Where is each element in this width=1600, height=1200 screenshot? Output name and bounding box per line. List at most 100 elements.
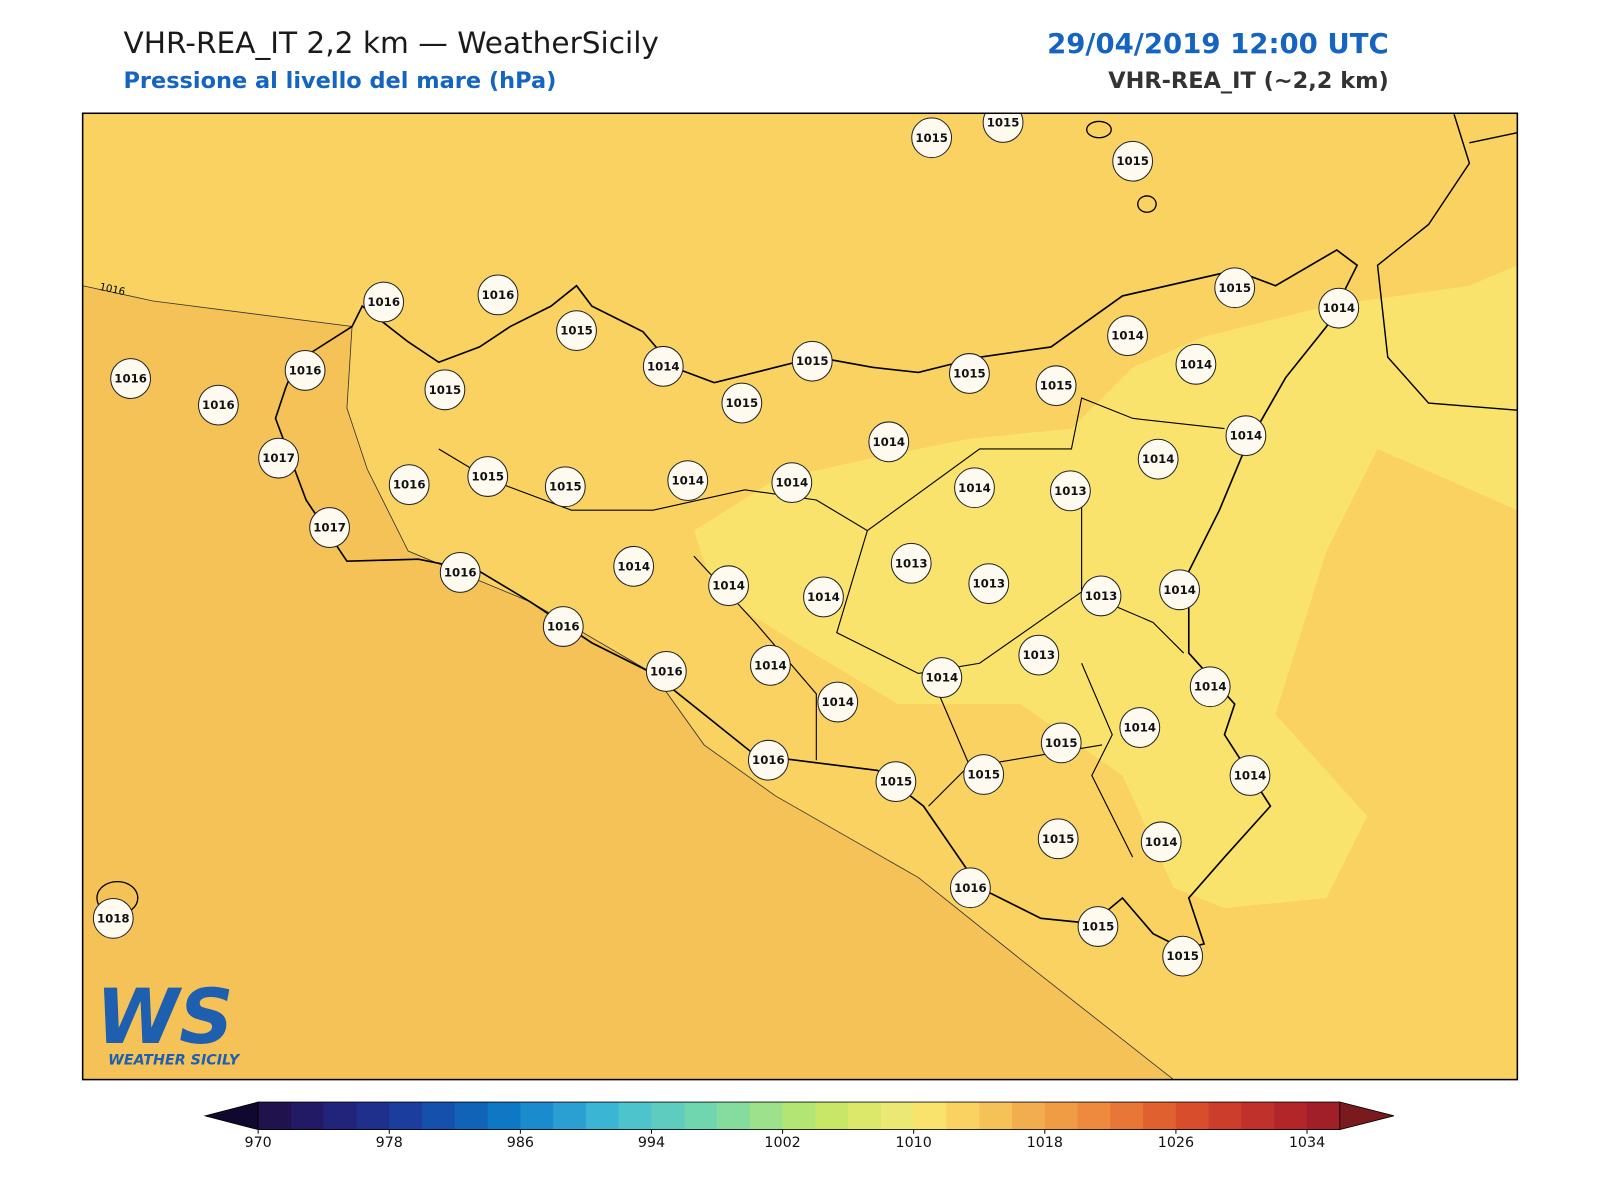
station-marker (1050, 470, 1091, 512)
station-label: 1015 (429, 383, 462, 397)
station-marker (1018, 634, 1060, 676)
station-marker (309, 507, 350, 548)
station-marker (1225, 415, 1267, 457)
station-marker (544, 466, 586, 508)
station-label: 1015 (880, 775, 913, 789)
station-label: 1014 (1123, 721, 1156, 735)
logo-mark: WS (96, 973, 234, 1061)
station-label: 1015 (1040, 379, 1073, 393)
station-label: 1015 (726, 396, 759, 410)
station-marker (388, 464, 430, 506)
colorbar: 970 978 986 994 1002 1010 1018 1026 1034 (203, 1101, 1394, 1151)
colorbar-bin (946, 1102, 980, 1130)
station-marker (1035, 365, 1077, 407)
colorbar-bin (913, 1102, 947, 1130)
station-marker (950, 867, 991, 909)
colorbar-bin (323, 1102, 358, 1130)
station-marker (771, 462, 813, 504)
station-label: 1015 (549, 480, 582, 494)
station-label: 1014 (647, 359, 680, 373)
pressure-zone (82, 285, 1174, 1080)
station-marker (791, 340, 833, 382)
station-label: 1014 (712, 579, 745, 593)
station-marker (1077, 906, 1119, 947)
station-label: 1016 (289, 363, 322, 377)
colorbar-bin (1274, 1102, 1308, 1130)
station-marker (110, 358, 152, 399)
station-marker (613, 545, 655, 587)
colorbar-bin (1307, 1102, 1341, 1130)
colorbar-bin (1143, 1102, 1177, 1130)
station-label: 1013 (1022, 648, 1055, 662)
colorbar-bin (848, 1102, 882, 1130)
colorbar-bin (1012, 1102, 1046, 1130)
station-label: 1016 (752, 753, 785, 767)
station-marker (439, 552, 481, 593)
colorbar-bin (454, 1102, 489, 1130)
colorbar-bin (585, 1102, 620, 1130)
island (1137, 195, 1157, 213)
colorbar-tick-label: 970 (245, 1135, 272, 1151)
station-marker (1040, 722, 1082, 764)
station-label: 1015 (1042, 832, 1075, 846)
station-marker (875, 761, 917, 803)
station-marker (948, 353, 990, 394)
station-marker (667, 460, 709, 502)
station-marker (542, 606, 584, 647)
station-label: 1015 (953, 366, 986, 380)
logo-name: WEATHER SICILY (108, 1052, 241, 1068)
logo: WS WEATHER SICILY (96, 973, 241, 1068)
station-label: 1015 (987, 115, 1020, 129)
colorbar-tick-label: 978 (376, 1135, 403, 1151)
station-marker (1162, 935, 1204, 977)
station-label: 1014 (821, 695, 854, 709)
station-label: 1015 (560, 324, 593, 338)
station-marker (556, 310, 597, 352)
colorbar-bin (782, 1102, 816, 1130)
station-marker (963, 754, 1005, 795)
colorbar-bin (422, 1102, 456, 1130)
colorbar-bin (618, 1102, 652, 1130)
colorbar-tick-label: 1002 (764, 1135, 800, 1151)
station-marker (911, 117, 953, 159)
station-marker (968, 563, 1010, 605)
station-marker (1107, 315, 1148, 357)
datetime: 29/04/2019 12:00 UTC (1047, 28, 1389, 60)
station-label: 1014 (1234, 769, 1267, 783)
colorbar-bin (880, 1102, 915, 1130)
station-marker (750, 644, 791, 686)
colorbar-bin (717, 1102, 751, 1130)
station-marker (868, 421, 910, 463)
station-label: 1016 (650, 664, 683, 678)
station-label: 1013 (1085, 589, 1118, 603)
station-label: 1013 (895, 556, 928, 570)
island (1086, 120, 1112, 139)
colorbar-bin (1175, 1102, 1210, 1130)
station-label: 1014 (754, 658, 787, 672)
station-marker (1119, 707, 1161, 748)
station-marker (954, 467, 995, 509)
colorbar-bin (651, 1102, 685, 1130)
station-label: 1013 (972, 577, 1005, 591)
station-marker (197, 384, 239, 426)
station-label: 1015 (1166, 949, 1199, 963)
colorbar-tick-label: 994 (638, 1135, 665, 1151)
colorbar-extend (203, 1101, 259, 1131)
station-marker (1229, 755, 1271, 796)
station-marker (1189, 666, 1231, 708)
colorbar-frame (257, 1101, 1341, 1130)
station-label: 1016 (202, 398, 235, 412)
station-marker (982, 113, 1024, 143)
coastline (1376, 114, 1518, 411)
station-label: 1014 (1322, 301, 1355, 315)
station-label: 1015 (471, 470, 504, 484)
station-label: 1015 (1045, 736, 1078, 750)
colorbar-bin (1110, 1102, 1144, 1130)
colorbar-bin (1208, 1102, 1242, 1130)
station-marker (467, 456, 509, 497)
map: 1016 1015 1015 1015 1016 1016 1015 1014 1015 101… (82, 113, 1518, 1080)
colorbar-tick-label: 1018 (1027, 1135, 1063, 1151)
station-marker (1175, 343, 1217, 385)
